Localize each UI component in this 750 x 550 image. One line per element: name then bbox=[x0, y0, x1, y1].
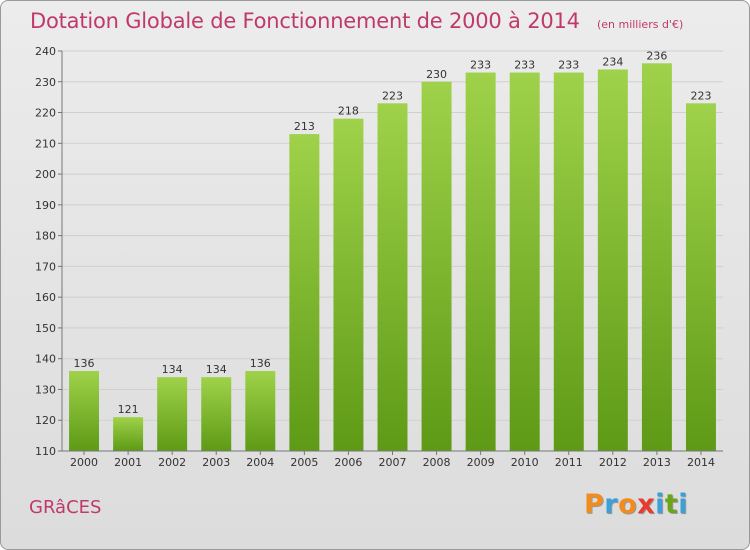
value-label: 136 bbox=[250, 357, 271, 370]
bar bbox=[333, 118, 364, 451]
y-tick-label: 230 bbox=[35, 76, 56, 89]
value-label: 121 bbox=[118, 403, 139, 416]
value-label: 233 bbox=[558, 59, 579, 72]
y-tick-label: 140 bbox=[35, 353, 56, 366]
x-tick-label: 2012 bbox=[599, 456, 627, 469]
logo-letter: x bbox=[637, 489, 656, 520]
bar bbox=[157, 377, 188, 451]
proxiti-logo: Proxiti bbox=[584, 489, 688, 520]
logo-letter: t bbox=[664, 489, 679, 520]
x-tick-label: 2014 bbox=[687, 456, 715, 469]
value-labels: 136 121 134 134 136 213 218 223 230 233 233 233 234 2… bbox=[74, 49, 712, 416]
value-label: 233 bbox=[514, 59, 535, 72]
value-label: 218 bbox=[338, 105, 359, 118]
bar bbox=[597, 69, 628, 451]
commune-name: GRâCES bbox=[29, 497, 102, 518]
bar bbox=[69, 371, 100, 451]
y-tick-label: 150 bbox=[35, 322, 56, 335]
logo-letter: o bbox=[618, 489, 638, 520]
bar bbox=[245, 371, 276, 451]
bar bbox=[289, 134, 320, 452]
y-tick-label: 110 bbox=[35, 445, 56, 458]
chart-subtitle: (en milliers d'€) bbox=[596, 18, 684, 31]
bar bbox=[465, 72, 496, 452]
x-tick-label: 2010 bbox=[511, 456, 539, 469]
x-tick-label: 2003 bbox=[202, 456, 230, 469]
bar bbox=[377, 103, 408, 452]
y-tick-label: 120 bbox=[35, 414, 56, 427]
y-tick-label: 190 bbox=[35, 199, 56, 212]
value-label: 134 bbox=[206, 363, 227, 376]
x-tick-label: 2007 bbox=[379, 456, 407, 469]
x-tick-label: 2009 bbox=[467, 456, 495, 469]
y-tick-label: 210 bbox=[35, 137, 56, 150]
value-label: 233 bbox=[470, 59, 491, 72]
x-tick-label: 2000 bbox=[70, 456, 98, 469]
value-label: 136 bbox=[74, 357, 95, 370]
bar bbox=[509, 72, 540, 452]
y-tick-label: 160 bbox=[35, 291, 56, 304]
x-tick-label: 2005 bbox=[290, 456, 318, 469]
x-tick-label: 2004 bbox=[246, 456, 274, 469]
value-label: 236 bbox=[646, 49, 667, 62]
logo-letter: i bbox=[655, 489, 665, 520]
bar bbox=[685, 103, 716, 452]
x-tick-label: 2001 bbox=[114, 456, 142, 469]
value-label: 230 bbox=[426, 68, 447, 81]
x-tick-label: 2011 bbox=[555, 456, 583, 469]
y-tick-label: 220 bbox=[35, 107, 56, 120]
logo-letter: r bbox=[604, 489, 619, 520]
y-tick-label: 240 bbox=[35, 45, 56, 58]
bar bbox=[421, 81, 452, 452]
value-label: 213 bbox=[294, 120, 315, 133]
bar bbox=[641, 63, 672, 452]
x-tick-labels: 2000 2001 2002 2003 2004 2005 2006 2007 2008 2009… bbox=[70, 451, 715, 469]
value-label: 234 bbox=[602, 55, 623, 68]
title-row: Dotation Globale de Fonctionnement de 20… bbox=[30, 9, 683, 33]
value-label: 223 bbox=[690, 89, 711, 102]
bars bbox=[69, 63, 716, 452]
y-tick-label: 130 bbox=[35, 383, 56, 396]
x-tick-label: 2013 bbox=[643, 456, 671, 469]
y-tick-label: 180 bbox=[35, 230, 56, 243]
bar bbox=[553, 72, 584, 452]
x-tick-label: 2002 bbox=[158, 456, 186, 469]
y-tick-label: 200 bbox=[35, 168, 56, 181]
value-label: 134 bbox=[162, 363, 183, 376]
bar bbox=[201, 377, 232, 451]
logo-letter: i bbox=[678, 489, 689, 520]
value-label: 223 bbox=[382, 89, 403, 102]
y-tick-label: 170 bbox=[35, 260, 56, 273]
x-tick-label: 2006 bbox=[334, 456, 362, 469]
bar bbox=[113, 417, 144, 451]
chart-title: Dotation Globale de Fonctionnement de 20… bbox=[30, 9, 580, 33]
y-tick-labels: 110 120 130 140 150 160 170 180 190 200 210 220 230 2… bbox=[35, 45, 56, 458]
logo-letter: P bbox=[584, 489, 605, 520]
x-tick-label: 2008 bbox=[423, 456, 451, 469]
